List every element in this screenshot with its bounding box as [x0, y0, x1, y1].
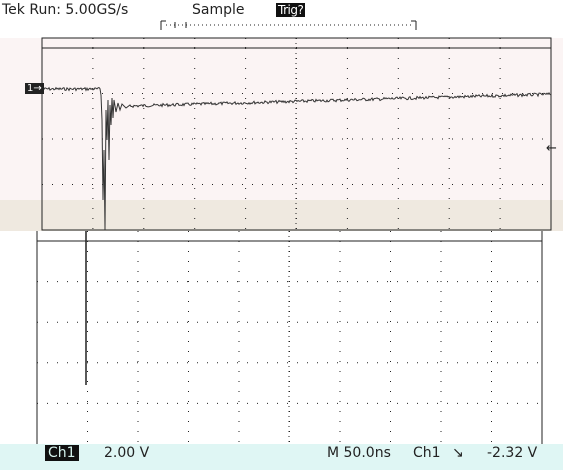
record-bracket [160, 20, 417, 30]
channel1-ground-marker[interactable]: 1→ [25, 83, 44, 94]
overlap-band [0, 200, 563, 231]
volts-per-div: 2.00 V [104, 445, 150, 461]
channel1-badge[interactable]: Ch1 [45, 445, 79, 461]
ch1-waveform-top [42, 86, 552, 231]
trigger-status-badge: Trig? [276, 3, 306, 17]
acquisition-mode: Sample [192, 2, 245, 18]
trigger-source: Ch1 [413, 445, 441, 461]
timebase: M 50.0ns [327, 445, 391, 461]
scope-screen-top [0, 38, 563, 200]
status-footer [0, 444, 563, 470]
top-graticule [41, 37, 552, 231]
trigger-level-marker[interactable]: ← [546, 141, 557, 156]
trigger-level: -2.32 V [487, 445, 538, 461]
trigger-slope-icon: ↘ [452, 445, 464, 461]
run-status: Tek Run: 5.00GS/s [2, 2, 129, 18]
bottom-graticule [36, 231, 543, 444]
